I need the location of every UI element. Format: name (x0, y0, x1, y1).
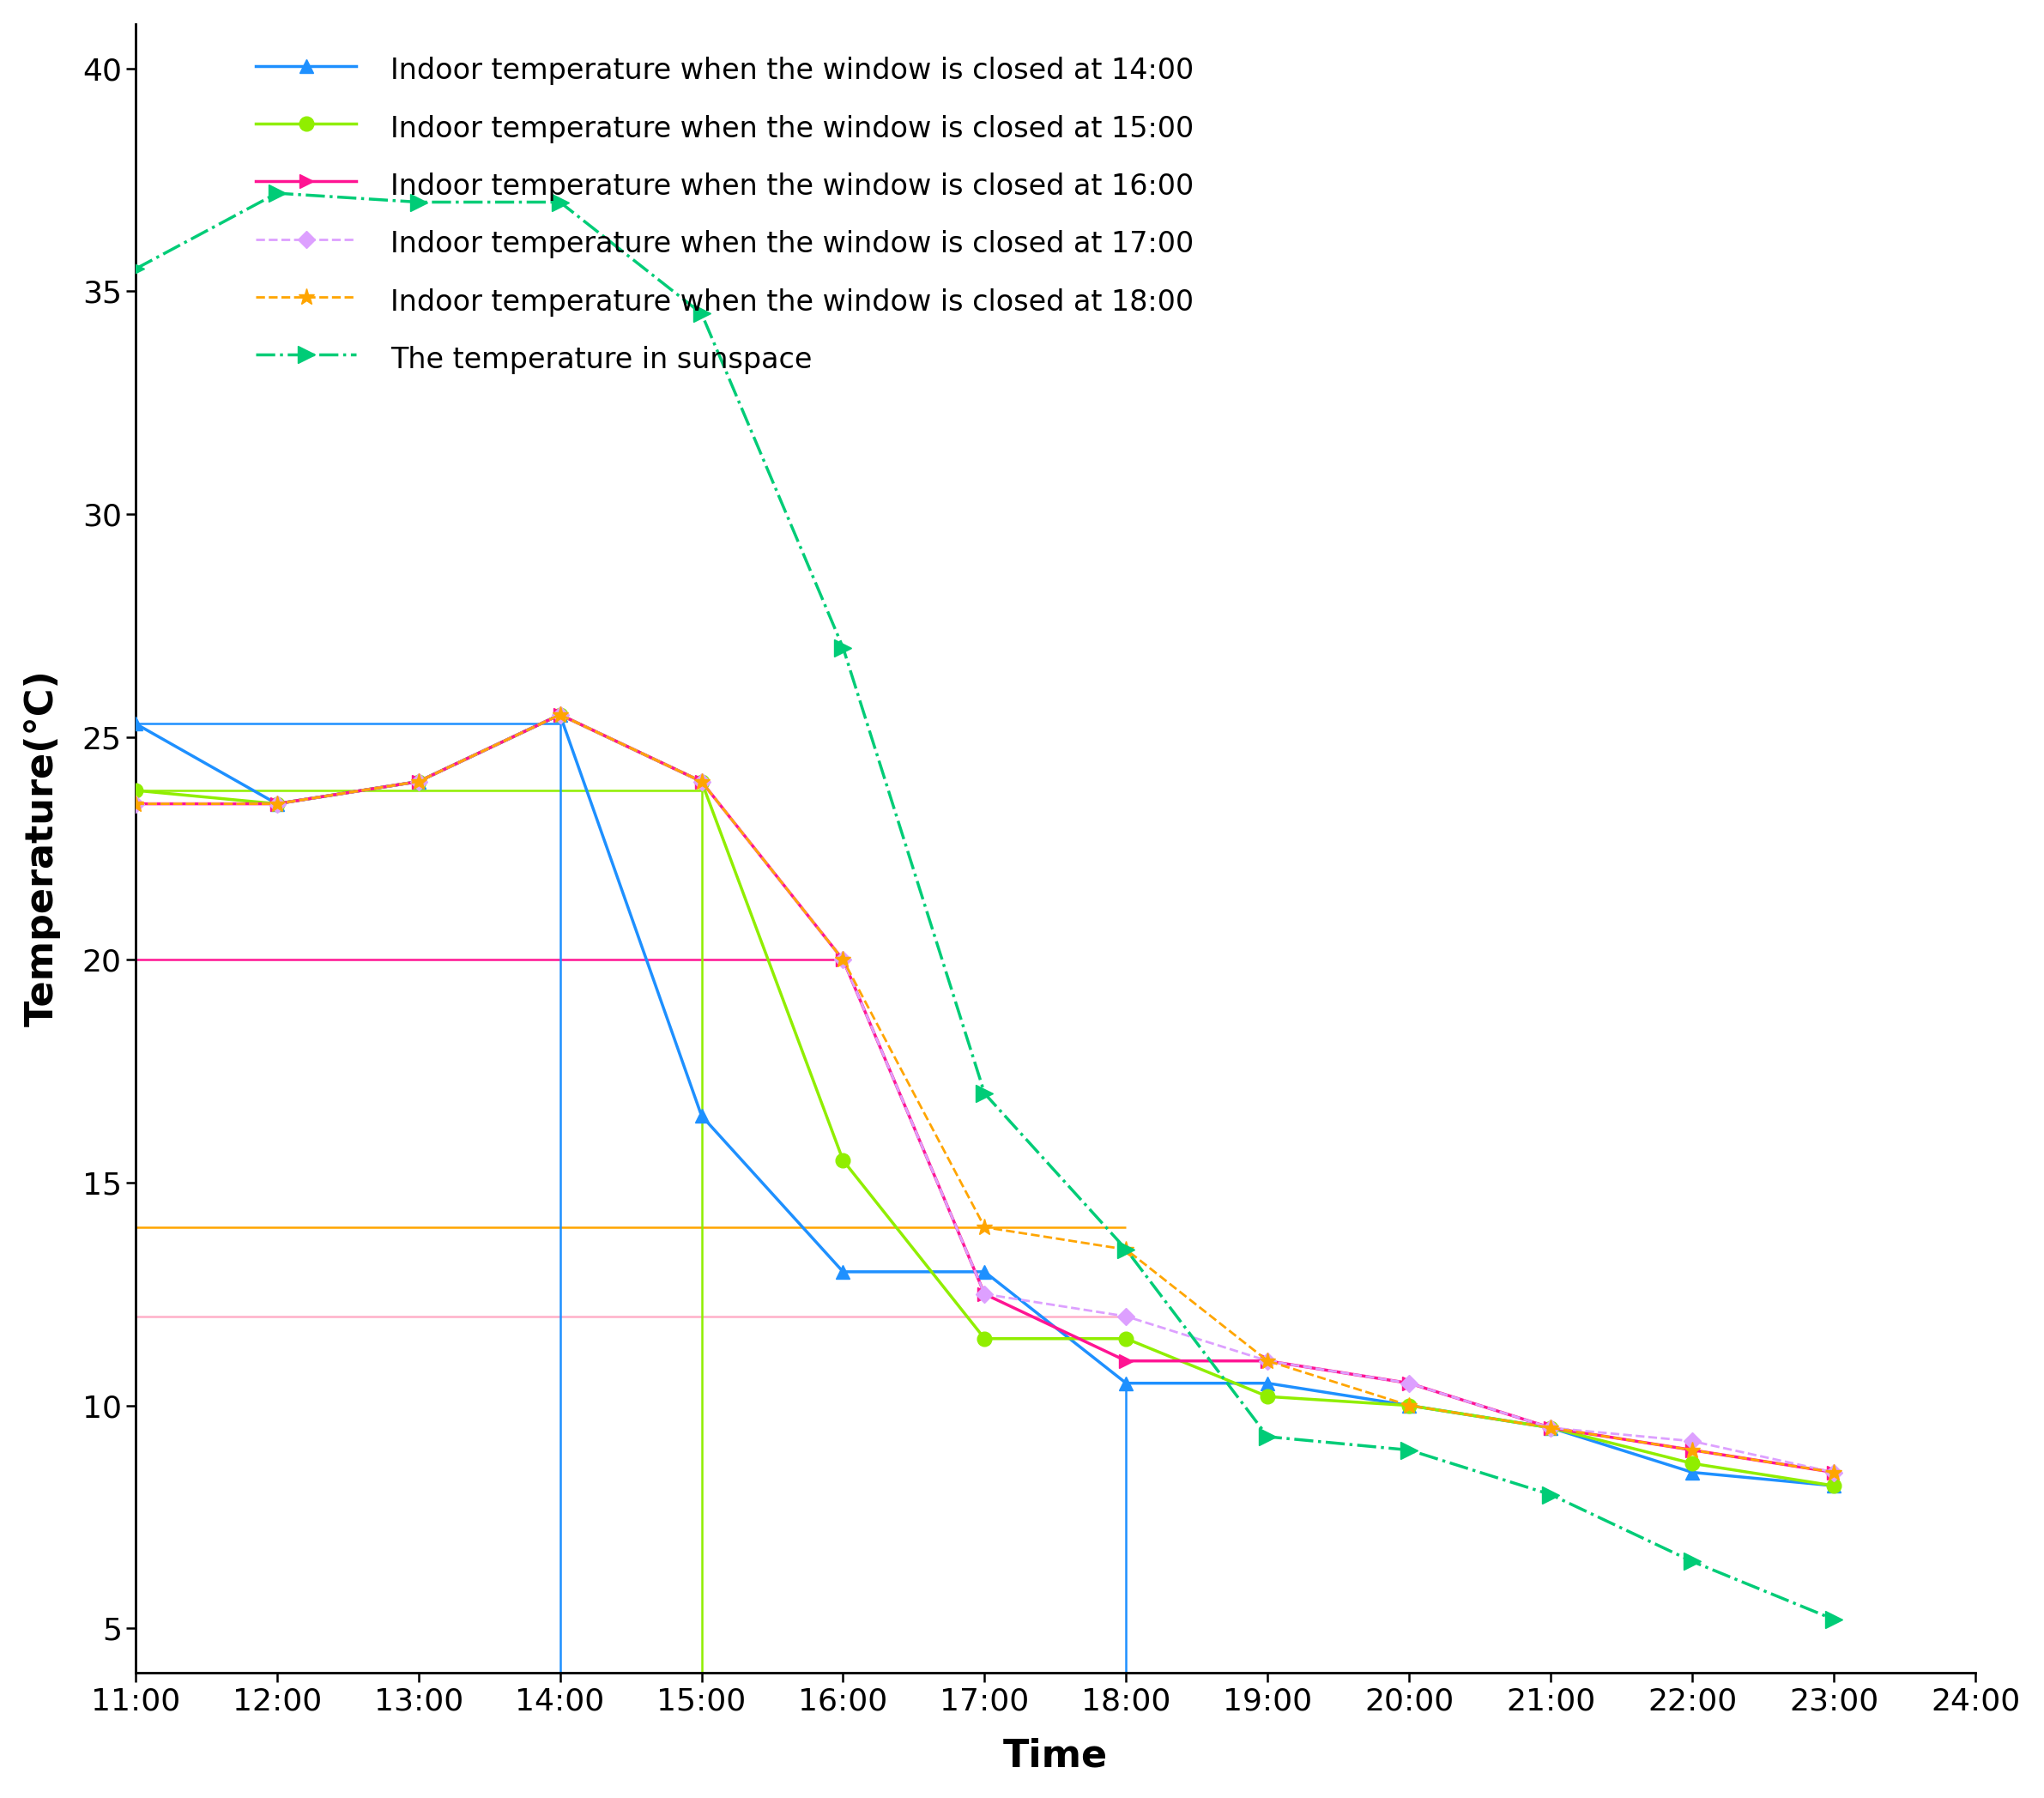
Legend: Indoor temperature when the window is closed at 14:00, Indoor temperature when t: Indoor temperature when the window is cl… (241, 38, 1208, 390)
Y-axis label: Temperature(°C): Temperature(°C) (25, 671, 61, 1027)
X-axis label: Time: Time (1004, 1737, 1108, 1775)
